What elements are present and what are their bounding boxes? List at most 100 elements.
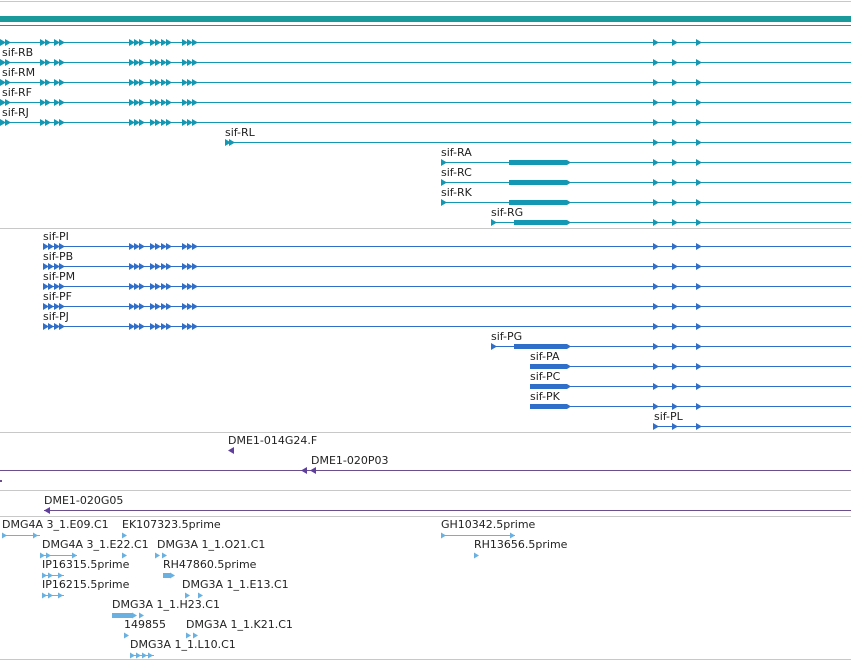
est-label[interactable]: DMG3A 1_1.L10.C1 [130,638,236,651]
exon-arrow [653,99,659,106]
exon-arrow [59,323,65,330]
protein-label-sif-PG[interactable]: sif-PG [491,330,523,343]
protein-label-sif-PK[interactable]: sif-PK [530,390,560,403]
exon-arrow [696,283,702,290]
est-arrow [58,592,63,599]
protein-label-sif-PL[interactable]: sif-PL [654,410,683,423]
exon-arrow [150,263,156,270]
exon-arrow [155,79,161,86]
transcript-label-sif-RC[interactable]: sif-RC [441,166,472,179]
exon-arrow [192,39,198,46]
exon-arrow [696,343,702,350]
exon-arrow [166,243,172,250]
est-label[interactable]: EK107323.5prime [122,518,221,531]
exon-arrow [134,79,140,86]
exon-arrow [672,323,678,330]
exon-arrow [139,263,145,270]
est-label[interactable]: RH13656.5prime [474,538,568,551]
exon-arrow [129,39,135,46]
est-block [163,573,171,578]
est-arrow [122,552,127,559]
exon-arrow [155,283,161,290]
exon-arrow [696,99,702,106]
est-label[interactable]: 149855 [124,618,166,631]
transcript-label-sif-RM[interactable]: sif-RM [2,66,36,79]
exon-arrow [161,79,167,86]
exon-arrow [0,79,6,86]
exon-arrow [166,263,172,270]
transcript-label-sif-RK[interactable]: sif-RK [441,186,472,199]
bac-label-020P03[interactable]: DME1-020P03 [311,454,389,467]
bac-label-014G24[interactable]: DME1-014G24.F [228,434,318,447]
exon-arrow [5,119,11,126]
exon-arrow [54,323,60,330]
exon-arrow [653,79,659,86]
bac-label-020G05[interactable]: DME1-020G05 [44,494,124,507]
protein-label-sif-PM[interactable]: sif-PM [43,270,76,283]
exon-arrow [187,119,193,126]
exon-arrow [134,243,140,250]
exon-arrow [150,59,156,66]
protein-label-sif-PB[interactable]: sif-PB [43,250,74,263]
est-arrow [132,612,137,619]
exon-arrow [150,39,156,46]
exon-arrow [48,323,54,330]
protein-label-sif-PC[interactable]: sif-PC [530,370,561,383]
transcript-label-sif-RB[interactable]: sif-RB [2,46,34,59]
est-arrow [48,572,53,579]
est-label[interactable]: IP16315.5prime [42,558,130,571]
exon-arrow [672,303,678,310]
exon-arrow [166,59,172,66]
exon-arrow [696,59,702,66]
protein-label-sif-PF[interactable]: sif-PF [43,290,72,303]
exon-arrow [59,303,65,310]
transcript-label-sif-RJ[interactable]: sif-RJ [2,106,29,119]
exon-arrow [672,179,678,186]
transcript-label-sif-RG[interactable]: sif-RG [491,206,524,219]
exon-arrow [150,323,156,330]
est-label[interactable]: RH47860.5prime [163,558,257,571]
est-label[interactable]: DMG3A 1_1.O21.C1 [157,538,266,551]
exon-arrow [672,263,678,270]
exon-arrow [653,343,659,350]
est-arrow [58,572,63,579]
est-label[interactable]: GH10342.5prime [441,518,536,531]
est-label[interactable]: DMG3A 1_1.K21.C1 [186,618,293,631]
transcript-label-sif-RA[interactable]: sif-RA [441,146,472,159]
exon-arrow [192,263,198,270]
est-label[interactable]: DMG4A 3_1.E09.C1 [2,518,109,531]
est-label[interactable]: DMG3A 1_1.E13.C1 [182,578,289,591]
exon-arrow [161,59,167,66]
protein-label-sif-PA[interactable]: sif-PA [530,350,560,363]
est-arrow [124,632,129,639]
exon-arrow [155,323,161,330]
transcript-label-sif-RL[interactable]: sif-RL [225,126,255,139]
exon-arrow [139,303,145,310]
exon-arrow [134,59,140,66]
protein-label-sif-PI[interactable]: sif-PI [43,230,69,243]
est-label[interactable]: DMG4A 3_1.E22.C1 [42,538,149,551]
exon-arrow [182,283,188,290]
exon-arrow [653,179,659,186]
exon-arrow [225,139,231,146]
exon-arrow [134,283,140,290]
coding-exon [530,364,571,369]
exon-arrow [653,423,659,430]
exon-arrow [696,119,702,126]
exon-arrow [161,119,167,126]
exon-arrow [0,99,6,106]
bac-end-arrow [44,507,50,514]
exon-arrow [696,263,702,270]
est-arrow [198,592,203,599]
exon-arrow [696,383,702,390]
protein-label-sif-PJ[interactable]: sif-PJ [43,310,69,323]
transcript-label-sif-RF[interactable]: sif-RF [2,86,32,99]
exon-arrow [182,323,188,330]
exon-arrow [129,283,135,290]
exon-arrow [653,39,659,46]
exon-arrow [182,243,188,250]
overview-band[interactable] [0,16,851,22]
est-label[interactable]: DMG3A 1_1.H23.C1 [112,598,220,611]
exon-arrow [187,303,193,310]
est-label[interactable]: IP16215.5prime [42,578,130,591]
